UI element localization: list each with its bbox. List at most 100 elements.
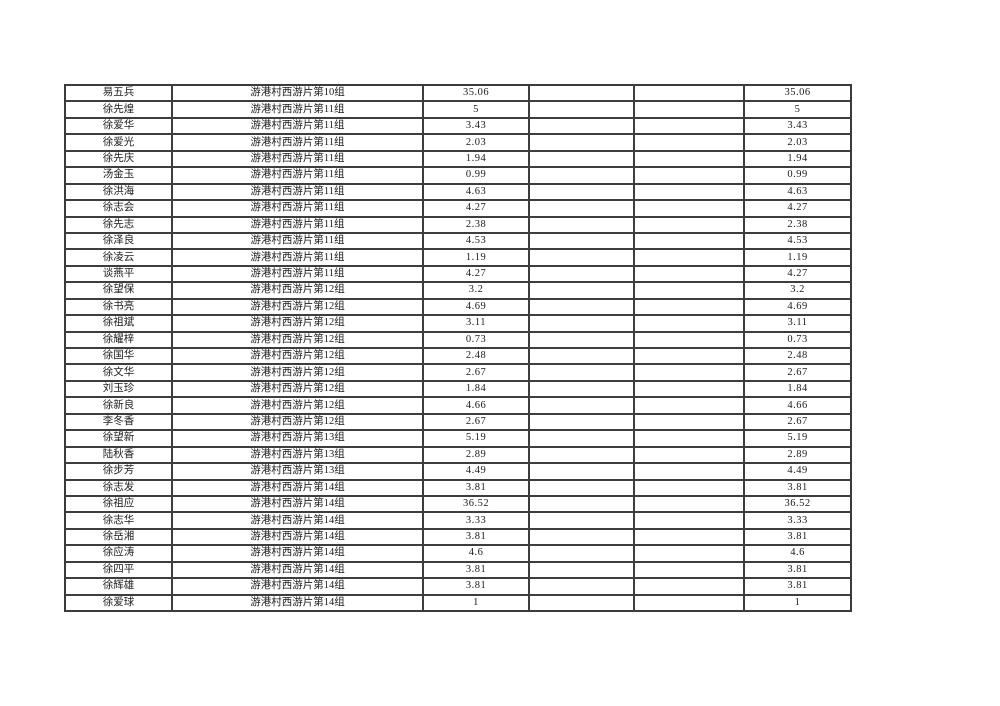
cell-value: 1.84 — [423, 380, 529, 398]
cell-value-dup: 4.66 — [744, 397, 851, 414]
table-row: 徐爱球 游港村西游片第14组 1 1 — [65, 594, 851, 611]
cell-value-dup: 2.67 — [744, 413, 851, 431]
cell-value-dup: 4.6 — [744, 545, 851, 562]
cell-value-dup: 2.38 — [744, 216, 851, 233]
cell-group: 游港村西游片第14组 — [172, 495, 423, 513]
cell-blank-1 — [529, 232, 634, 250]
cell-blank-1 — [529, 282, 634, 299]
cell-value: 2.38 — [423, 216, 529, 233]
cell-blank-1 — [529, 545, 634, 562]
cell-name: 徐爱球 — [65, 594, 172, 611]
cell-blank-2 — [634, 282, 744, 299]
cell-blank-2 — [634, 348, 744, 365]
table-row: 徐先庆 游港村西游片第11组 1.94 1.94 — [65, 150, 851, 168]
cell-value-dup: 0.99 — [744, 167, 851, 184]
cell-blank-1 — [529, 364, 634, 381]
cell-value-dup: 3.11 — [744, 315, 851, 332]
cell-group: 游港村西游片第11组 — [172, 265, 423, 283]
table-body: 易五兵 游港村西游片第10组 35.06 35.06 徐先煌 游港村西游片第11组 5 5 徐爱… — [65, 85, 851, 611]
cell-value-dup: 2.48 — [744, 348, 851, 365]
cell-blank-1 — [529, 380, 634, 398]
cell-group: 游港村西游片第14组 — [172, 561, 423, 579]
cell-name: 徐岳湘 — [65, 528, 172, 546]
cell-name: 徐泽良 — [65, 232, 172, 250]
cell-blank-1 — [529, 117, 634, 135]
cell-blank-1 — [529, 101, 634, 118]
cell-value-dup: 3.43 — [744, 117, 851, 135]
cell-value-dup: 3.81 — [744, 479, 851, 496]
cell-blank-2 — [634, 578, 744, 595]
cell-group: 游港村西游片第12组 — [172, 348, 423, 365]
cell-name: 汤金玉 — [65, 167, 172, 184]
cell-value: 3.43 — [423, 117, 529, 135]
cell-group: 游港村西游片第11组 — [172, 117, 423, 135]
cell-group: 游港村西游片第12组 — [172, 364, 423, 381]
cell-blank-2 — [634, 101, 744, 118]
cell-value: 3.81 — [423, 561, 529, 579]
cell-name: 徐新良 — [65, 397, 172, 414]
cell-blank-1 — [529, 249, 634, 266]
table-row: 徐祖应 游港村西游片第14组 36.52 36.52 — [65, 495, 851, 513]
cell-value-dup: 4.27 — [744, 265, 851, 283]
cell-name: 谈燕平 — [65, 265, 172, 283]
cell-value: 2.03 — [423, 134, 529, 151]
cell-value-dup: 5 — [744, 101, 851, 118]
cell-blank-2 — [634, 134, 744, 151]
cell-group: 游港村西游片第12组 — [172, 298, 423, 316]
cell-value: 2.67 — [423, 364, 529, 381]
cell-group: 游港村西游片第11组 — [172, 200, 423, 217]
cell-group: 游港村西游片第11组 — [172, 150, 423, 168]
cell-value-dup: 3.33 — [744, 512, 851, 529]
cell-name: 徐志会 — [65, 200, 172, 217]
cell-group: 游港村西游片第11组 — [172, 101, 423, 118]
table-row: 徐辉雄 游港村西游片第14组 3.81 3.81 — [65, 578, 851, 595]
cell-blank-1 — [529, 413, 634, 431]
cell-value-dup: 3.2 — [744, 282, 851, 299]
cell-value: 35.06 — [423, 85, 529, 102]
cell-blank-1 — [529, 150, 634, 168]
table-row: 徐望保 游港村西游片第12组 3.2 3.2 — [65, 282, 851, 299]
table-row: 徐新良 游港村西游片第12组 4.66 4.66 — [65, 397, 851, 414]
cell-value-dup: 4.53 — [744, 232, 851, 250]
table-row: 徐志会 游港村西游片第11组 4.27 4.27 — [65, 200, 851, 217]
cell-group: 游港村西游片第14组 — [172, 545, 423, 562]
cell-value-dup: 1.19 — [744, 249, 851, 266]
cell-group: 游港村西游片第13组 — [172, 430, 423, 447]
cell-blank-2 — [634, 216, 744, 233]
table-row: 徐祖斌 游港村西游片第12组 3.11 3.11 — [65, 315, 851, 332]
cell-blank-1 — [529, 216, 634, 233]
cell-blank-2 — [634, 85, 744, 102]
cell-name: 徐辉雄 — [65, 578, 172, 595]
cell-value: 4.49 — [423, 463, 529, 480]
table-row: 徐四平 游港村西游片第14组 3.81 3.81 — [65, 561, 851, 579]
cell-blank-1 — [529, 167, 634, 184]
cell-group: 游港村西游片第12组 — [172, 315, 423, 332]
cell-value-dup: 3.81 — [744, 561, 851, 579]
cell-value: 2.67 — [423, 413, 529, 431]
cell-blank-1 — [529, 134, 634, 151]
cell-value: 0.99 — [423, 167, 529, 184]
cell-group: 游港村西游片第12组 — [172, 282, 423, 299]
table-row: 徐应涛 游港村西游片第14组 4.6 4.6 — [65, 545, 851, 562]
cell-name: 徐望新 — [65, 430, 172, 447]
cell-name: 徐志发 — [65, 479, 172, 496]
cell-value: 4.53 — [423, 232, 529, 250]
cell-name: 陆秋香 — [65, 446, 172, 464]
cell-value-dup: 4.27 — [744, 200, 851, 217]
cell-name: 徐先煌 — [65, 101, 172, 118]
cell-name: 徐文华 — [65, 364, 172, 381]
table-row: 徐先煌 游港村西游片第11组 5 5 — [65, 101, 851, 118]
cell-value-dup: 2.67 — [744, 364, 851, 381]
cell-value: 1.19 — [423, 249, 529, 266]
table-row: 徐凌云 游港村西游片第11组 1.19 1.19 — [65, 249, 851, 266]
cell-group: 游港村西游片第14组 — [172, 479, 423, 496]
cell-blank-2 — [634, 331, 744, 348]
table-row: 徐望新 游港村西游片第13组 5.19 5.19 — [65, 430, 851, 447]
cell-value-dup: 1 — [744, 594, 851, 611]
cell-value: 3.81 — [423, 479, 529, 496]
cell-value-dup: 1.84 — [744, 380, 851, 398]
cell-name: 徐书亮 — [65, 298, 172, 316]
cell-group: 游港村西游片第13组 — [172, 463, 423, 480]
cell-blank-2 — [634, 446, 744, 464]
cell-group: 游港村西游片第11组 — [172, 167, 423, 184]
